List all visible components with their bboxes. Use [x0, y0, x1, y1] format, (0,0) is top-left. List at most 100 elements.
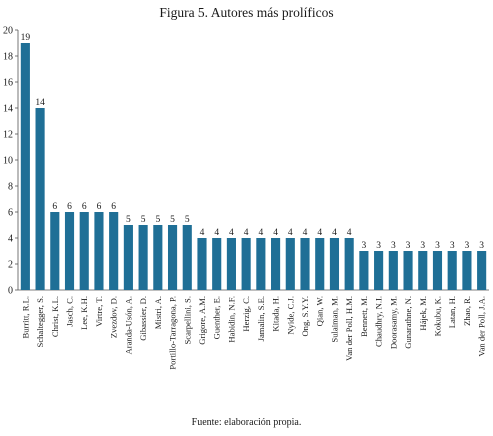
- x-tick-label: Van der Poll, J.A.: [477, 296, 487, 357]
- x-tick-label: Herzig, C.: [241, 296, 251, 332]
- x-tick-label: Jasch, C.: [65, 296, 75, 327]
- x-tick-label: Mistri, A.: [153, 296, 163, 329]
- x-tick-label: Van der Poll, H.M.: [344, 296, 354, 361]
- bar-value-label: 3: [450, 241, 455, 251]
- x-tick-label: Virtre, T.: [94, 296, 104, 327]
- bar-value-label: 3: [435, 241, 440, 251]
- x-tick-label: Chaudhry, N.I.: [374, 296, 384, 347]
- bar: [285, 238, 295, 290]
- bar: [212, 238, 222, 290]
- bar: [50, 212, 60, 290]
- bar-value-label: 4: [332, 228, 337, 238]
- y-tick-label: 2: [8, 260, 13, 271]
- bar: [359, 251, 369, 290]
- bar-value-label: 6: [97, 202, 102, 212]
- bar: [64, 212, 75, 290]
- bar: [477, 251, 487, 290]
- bar-value-label: 4: [258, 228, 263, 238]
- bar-value-label: 4: [214, 228, 219, 238]
- bar: [153, 225, 163, 290]
- bar: [109, 212, 119, 290]
- bar-value-label: 4: [288, 228, 293, 238]
- bar-value-label: 3: [420, 241, 425, 251]
- bar: [344, 238, 354, 290]
- y-tick-label: 18: [3, 52, 13, 63]
- bar: [94, 212, 104, 290]
- y-axis: 0 2 4 6 8 10 12 14 16 18 20: [3, 26, 489, 297]
- bar: [271, 238, 281, 290]
- bar-value-label: 4: [347, 228, 352, 238]
- bars: [20, 43, 487, 290]
- bar: [329, 238, 340, 290]
- x-tick-label: Ong, S.Y.Y.: [300, 296, 310, 337]
- x-tick-label: Schaltegger, S.: [35, 296, 45, 347]
- x-tick-label: Gibassier, D.: [138, 296, 148, 341]
- bar-value-label: 4: [200, 228, 205, 238]
- x-tick-label: Jamalin, S.E.: [256, 296, 266, 341]
- bar: [79, 212, 89, 290]
- x-tick-label: Kokubu, K.: [432, 296, 442, 336]
- bar: [388, 251, 398, 290]
- x-tick-label: Portillo-Tarragona, P.: [168, 296, 178, 370]
- bar-value-label: 3: [465, 241, 470, 251]
- bar-value-label: 4: [273, 228, 278, 238]
- bar-value-label: 6: [67, 202, 72, 212]
- bar: [167, 225, 178, 290]
- bar: [462, 251, 472, 290]
- bar: [20, 43, 30, 290]
- y-tick-label: 16: [3, 78, 13, 89]
- bar-value-label: 4: [229, 228, 234, 238]
- x-tick-label: Nyide, C.J.: [285, 296, 295, 335]
- bar: [300, 238, 310, 290]
- bar-value-label: 4: [244, 228, 249, 238]
- figure-source: Fuente: elaboración propia.: [191, 417, 302, 428]
- bar-value-label: 3: [479, 241, 484, 251]
- x-tick-label: Qian, W.: [315, 296, 325, 326]
- x-tick-label: Bennett, M.: [359, 296, 369, 337]
- bar: [241, 238, 251, 290]
- bar: [226, 238, 236, 290]
- x-tick-label: Sulaiman, M.: [329, 296, 339, 343]
- x-tick-label: Scarpellini, S.: [182, 296, 192, 344]
- x-axis-labels: Burritt, R.L. Schaltegger, S. Christ, K.L.…: [20, 296, 486, 370]
- bar: [432, 251, 443, 290]
- x-tick-label: Latan, H.: [447, 296, 457, 328]
- bar-value-label: 6: [82, 202, 87, 212]
- x-tick-label: Gunarathne, N.: [403, 296, 413, 349]
- bar: [447, 251, 457, 290]
- y-tick-label: 20: [3, 26, 13, 37]
- bar: [197, 238, 207, 290]
- y-tick-label: 0: [8, 286, 13, 297]
- x-tick-label: Kitada, H.: [271, 296, 281, 332]
- bar-value-label: 14: [35, 98, 45, 108]
- bar-value-label: 4: [303, 228, 308, 238]
- bar-value-label: 5: [155, 215, 160, 225]
- y-tick-label: 6: [8, 208, 13, 219]
- x-tick-label: Doorasamy, M.: [388, 296, 398, 349]
- y-tick-label: 12: [3, 130, 13, 141]
- x-tick-label: Christ, K.L.: [50, 296, 60, 337]
- bar: [138, 225, 148, 290]
- x-tick-label: Aranda-Usón, A.: [123, 296, 133, 354]
- x-tick-label: Lee, K.H.: [79, 296, 89, 330]
- bar: [256, 238, 266, 290]
- bar: [403, 251, 413, 290]
- x-tick-label: Zhao, R.: [462, 296, 472, 326]
- x-tick-label: Hájek, M.: [418, 296, 428, 331]
- x-tick-label: Habidin, N.F.: [226, 296, 236, 343]
- y-tick-label: 14: [3, 104, 13, 115]
- x-tick-label: Guenther, E.: [212, 296, 222, 339]
- bar: [374, 251, 384, 290]
- bar-value-label: 6: [52, 202, 57, 212]
- bar-value-label: 3: [362, 241, 367, 251]
- y-tick-label: 8: [8, 182, 13, 193]
- bar-value-label: 6: [111, 202, 116, 212]
- bar-value-label: 5: [126, 215, 131, 225]
- y-tick-label: 10: [3, 156, 13, 167]
- x-tick-label: Zvezdov, D.: [109, 296, 119, 338]
- bar-value-label: 5: [170, 215, 175, 225]
- bar-value-label: 4: [317, 228, 322, 238]
- bar-value-label: 3: [406, 241, 411, 251]
